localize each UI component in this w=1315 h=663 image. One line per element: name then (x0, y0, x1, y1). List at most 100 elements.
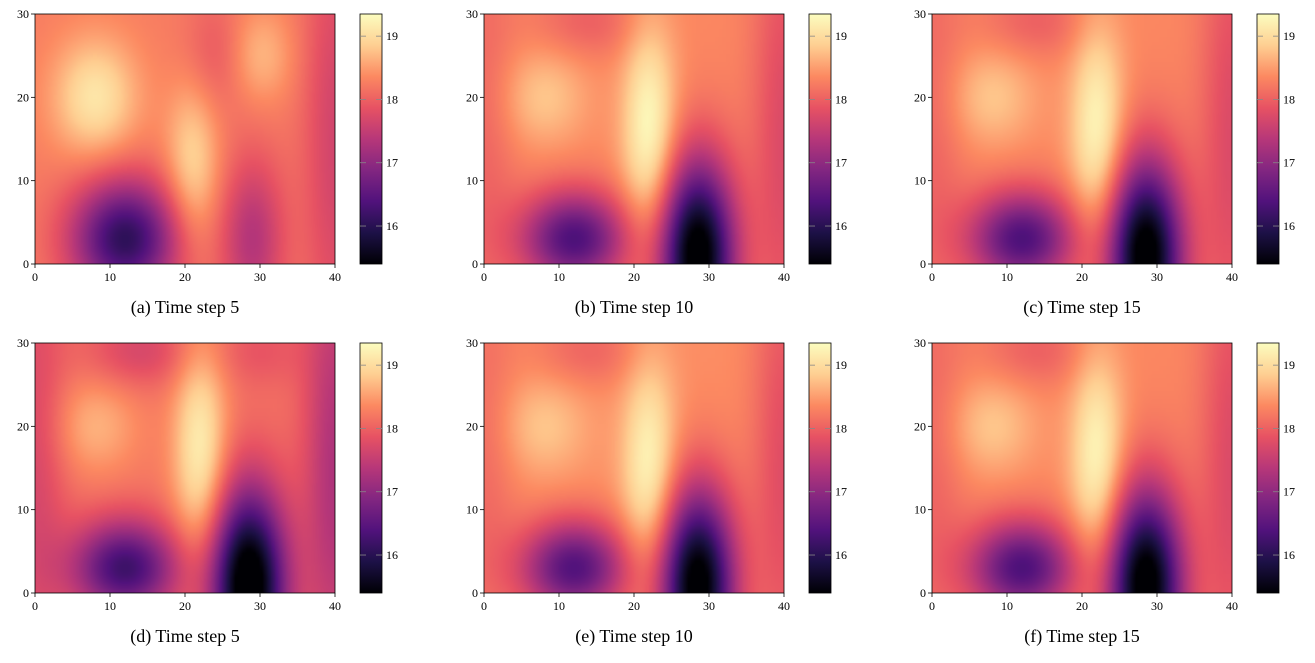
y-tick-label: 20 (914, 90, 926, 104)
colorbar-tick-label: 19 (386, 358, 398, 372)
y-tick-label: 0 (920, 257, 926, 271)
x-tick-label: 20 (179, 599, 191, 613)
colorbar-tick-label: 16 (835, 548, 847, 562)
x-tick-label: 10 (104, 599, 116, 613)
y-tick-label: 10 (466, 174, 478, 188)
heatmap-panel: 0 10 20 30 40 0 10 20 30 16 17 18 19 (c) Time step 15 (914, 7, 1295, 318)
colorbar-tick-label: 17 (835, 156, 847, 170)
y-tick-label: 10 (17, 174, 29, 188)
y-tick-label: 30 (466, 336, 478, 350)
x-tick-label: 20 (1076, 270, 1088, 284)
subfigure-caption: (b) Time step 10 (575, 297, 694, 318)
x-tick-label: 20 (179, 270, 191, 284)
heatmap-image (932, 14, 1232, 264)
x-tick-label: 40 (778, 599, 790, 613)
subfigure-caption: (e) Time step 10 (575, 626, 693, 647)
y-tick-label: 0 (472, 257, 478, 271)
colorbar (1256, 13, 1280, 265)
subfigure-caption: (c) Time step 15 (1023, 297, 1141, 318)
colorbar-tick-label: 19 (835, 358, 847, 372)
y-tick-label: 10 (17, 503, 29, 517)
x-tick-label: 0 (929, 599, 935, 613)
colorbar (1256, 342, 1280, 594)
x-tick-label: 10 (553, 599, 565, 613)
y-tick-label: 0 (23, 586, 29, 600)
heatmap-image (484, 14, 784, 264)
colorbar-tick-label: 17 (386, 485, 398, 499)
x-tick-label: 40 (1226, 270, 1238, 284)
y-tick-label: 20 (466, 419, 478, 433)
x-tick-label: 40 (778, 270, 790, 284)
heatmap-image (35, 343, 335, 593)
x-tick-label: 40 (329, 270, 341, 284)
colorbar-tick-label: 19 (1283, 29, 1295, 43)
x-tick-label: 0 (481, 270, 487, 284)
heatmap-image (932, 343, 1232, 593)
x-tick-label: 30 (703, 599, 715, 613)
x-tick-label: 0 (929, 270, 935, 284)
y-tick-label: 10 (914, 503, 926, 517)
colorbar-tick-label: 17 (1283, 156, 1295, 170)
colorbar-tick-label: 18 (1283, 92, 1295, 106)
colorbar-tick-label: 17 (1283, 485, 1295, 499)
heatmap-panel: 0 10 20 30 40 0 10 20 30 16 17 18 19 (b) Time step 10 (466, 7, 847, 318)
colorbar-tick-label: 18 (835, 92, 847, 106)
x-tick-label: 10 (1001, 270, 1013, 284)
colorbar-tick-label: 16 (1283, 548, 1295, 562)
x-tick-label: 30 (254, 599, 266, 613)
subfigure-caption: (a) Time step 5 (131, 297, 240, 318)
colorbar-tick-label: 17 (835, 485, 847, 499)
heatmap-image (484, 343, 784, 593)
subfigure-caption: (d) Time step 5 (130, 626, 240, 647)
colorbar (359, 13, 383, 265)
colorbar-tick-label: 18 (386, 421, 398, 435)
colorbar-tick-label: 16 (386, 219, 398, 233)
y-tick-label: 0 (23, 257, 29, 271)
y-tick-label: 30 (914, 7, 926, 21)
x-tick-label: 20 (1076, 599, 1088, 613)
y-tick-label: 0 (472, 586, 478, 600)
y-tick-label: 30 (17, 7, 29, 21)
y-tick-label: 20 (17, 419, 29, 433)
colorbar-tick-label: 16 (1283, 219, 1295, 233)
x-tick-label: 10 (104, 270, 116, 284)
y-tick-label: 30 (466, 7, 478, 21)
heatmap-image (35, 14, 335, 264)
colorbar-tick-label: 18 (835, 421, 847, 435)
x-tick-label: 20 (628, 270, 640, 284)
colorbar (359, 342, 383, 594)
y-tick-label: 0 (920, 586, 926, 600)
y-tick-label: 10 (914, 174, 926, 188)
subfigure-caption: (f) Time step 15 (1024, 626, 1140, 647)
x-tick-label: 0 (481, 599, 487, 613)
x-tick-label: 30 (254, 270, 266, 284)
x-tick-label: 0 (32, 270, 38, 284)
x-tick-label: 20 (628, 599, 640, 613)
y-tick-label: 30 (17, 336, 29, 350)
colorbar-tick-label: 16 (386, 548, 398, 562)
y-tick-label: 20 (914, 419, 926, 433)
x-tick-label: 10 (1001, 599, 1013, 613)
x-tick-label: 10 (553, 270, 565, 284)
heatmap-panel: 0 10 20 30 40 0 10 20 30 16 17 18 19 (e) Time step 10 (466, 336, 847, 647)
colorbar-tick-label: 19 (386, 29, 398, 43)
colorbar (808, 342, 832, 594)
colorbar-tick-label: 18 (386, 92, 398, 106)
x-tick-label: 30 (1151, 270, 1163, 284)
colorbar-tick-label: 17 (386, 156, 398, 170)
heatmap-panel: 0 10 20 30 40 0 10 20 30 16 17 18 19 (d) Time step 5 (17, 336, 398, 647)
x-tick-label: 30 (703, 270, 715, 284)
colorbar-tick-label: 16 (835, 219, 847, 233)
colorbar (808, 13, 832, 265)
y-tick-label: 20 (466, 90, 478, 104)
colorbar-tick-label: 19 (835, 29, 847, 43)
x-tick-label: 0 (32, 599, 38, 613)
colorbar-tick-label: 18 (1283, 421, 1295, 435)
heatmap-panel: 0 10 20 30 40 0 10 20 30 16 17 18 19 (a) Time step 5 (17, 7, 398, 318)
colorbar-tick-label: 19 (1283, 358, 1295, 372)
y-tick-label: 10 (466, 503, 478, 517)
x-tick-label: 40 (329, 599, 341, 613)
y-tick-label: 30 (914, 336, 926, 350)
y-tick-label: 20 (17, 90, 29, 104)
